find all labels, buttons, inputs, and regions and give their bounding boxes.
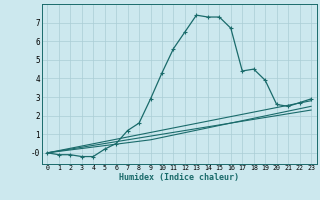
X-axis label: Humidex (Indice chaleur): Humidex (Indice chaleur) — [119, 173, 239, 182]
